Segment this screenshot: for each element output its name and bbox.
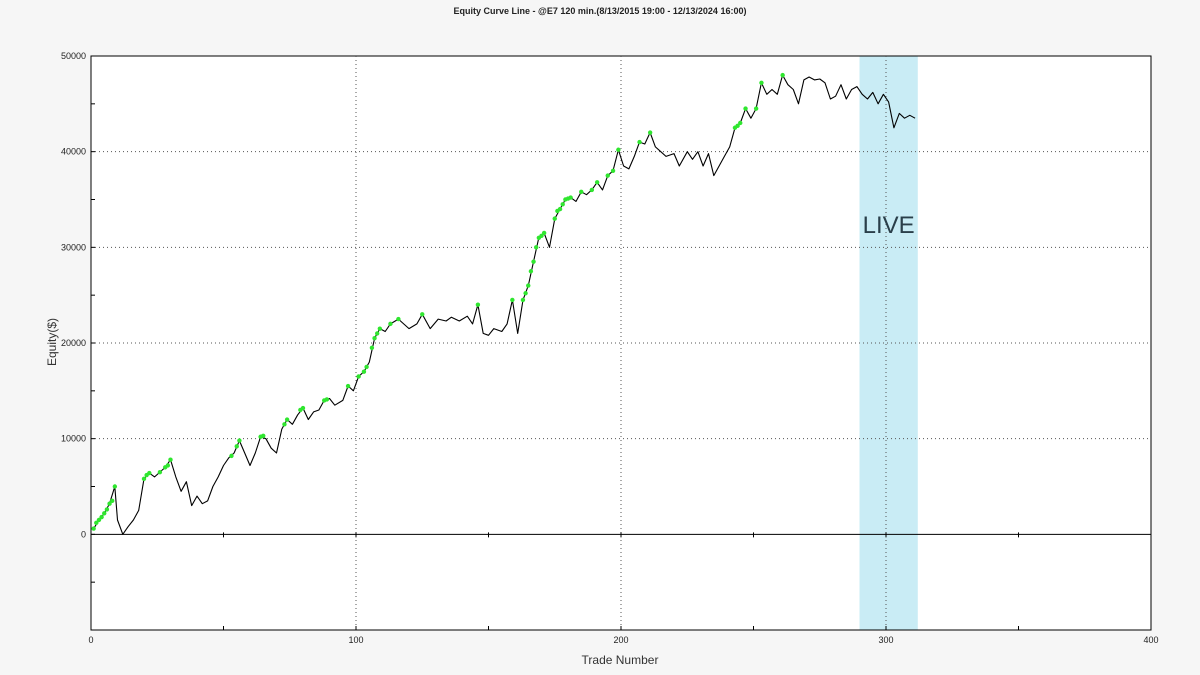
x-tick-label: 400 [1143, 635, 1158, 645]
new-high-marker [104, 507, 110, 512]
new-high-marker [510, 297, 515, 303]
new-high-marker [157, 469, 163, 475]
new-high-marker [780, 72, 785, 78]
new-high-marker [388, 321, 393, 327]
new-high-marker [165, 463, 171, 468]
new-high-marker [369, 345, 375, 350]
new-high-marker [420, 312, 425, 317]
new-high-marker [534, 245, 539, 250]
new-high-marker [91, 526, 96, 531]
new-high-marker [284, 417, 290, 422]
y-tick-label: 0 [81, 529, 86, 539]
new-high-marker [375, 331, 380, 336]
new-high-marker [261, 433, 266, 438]
live-label: LIVE [863, 212, 915, 239]
new-high-marker [356, 374, 361, 379]
new-high-marker [520, 297, 526, 303]
new-high-marker [552, 216, 557, 221]
x-axis-label: Trade Number [581, 653, 659, 667]
new-high-marker [743, 106, 748, 111]
new-high-marker [234, 444, 239, 449]
x-tick-label: 0 [88, 635, 93, 645]
y-tick-label: 50000 [61, 51, 86, 61]
new-high-marker [229, 453, 234, 459]
new-high-marker [237, 438, 242, 443]
new-high-marker [475, 302, 481, 307]
new-high-marker [528, 269, 534, 274]
new-high-marker [372, 336, 377, 341]
x-tick-label: 300 [878, 635, 893, 645]
new-high-marker [735, 123, 740, 129]
new-high-marker [753, 106, 759, 111]
new-high-marker [759, 80, 764, 85]
new-high-marker [541, 230, 547, 236]
new-high-marker [605, 173, 610, 178]
new-high-marker [94, 520, 99, 526]
new-high-marker [396, 316, 401, 322]
new-high-marker [102, 511, 107, 516]
new-high-marker [147, 470, 152, 476]
new-high-marker [594, 180, 600, 185]
new-high-marker [110, 498, 115, 504]
new-high-marker [107, 501, 112, 506]
chart-title: Equity Curve Line - @E7 120 min.(8/13/20… [453, 6, 747, 16]
new-high-marker [324, 397, 330, 402]
new-high-marker [539, 233, 544, 239]
y-tick-label: 30000 [61, 242, 86, 252]
new-high-marker [610, 168, 616, 173]
new-high-marker [616, 147, 621, 152]
x-tick-label: 200 [613, 635, 628, 645]
new-high-marker [579, 189, 584, 195]
new-high-marker [141, 476, 147, 482]
new-high-marker [112, 484, 118, 489]
live-band [859, 56, 918, 630]
new-high-marker [526, 283, 531, 288]
new-high-marker [523, 291, 528, 296]
y-tick-label: 20000 [61, 338, 86, 348]
new-high-marker [568, 195, 573, 200]
new-high-marker [738, 120, 743, 126]
new-high-marker [364, 364, 369, 370]
new-high-marker [557, 206, 563, 212]
new-high-marker [361, 369, 367, 374]
new-high-marker [99, 514, 104, 520]
new-high-marker [637, 139, 642, 145]
x-tick-label: 100 [348, 635, 363, 645]
y-axis-label: Equity($) [45, 317, 59, 367]
new-high-marker [96, 517, 102, 523]
new-high-marker [531, 259, 536, 264]
y-tick-label: 10000 [61, 434, 86, 444]
new-high-marker [345, 383, 351, 389]
new-high-marker [300, 405, 306, 411]
new-high-marker [560, 202, 565, 207]
new-high-marker [282, 422, 287, 427]
new-high-marker [168, 457, 173, 462]
new-high-marker [377, 326, 383, 331]
y-tick-label: 40000 [61, 147, 86, 157]
new-high-marker [647, 130, 653, 135]
new-high-marker [589, 187, 595, 193]
